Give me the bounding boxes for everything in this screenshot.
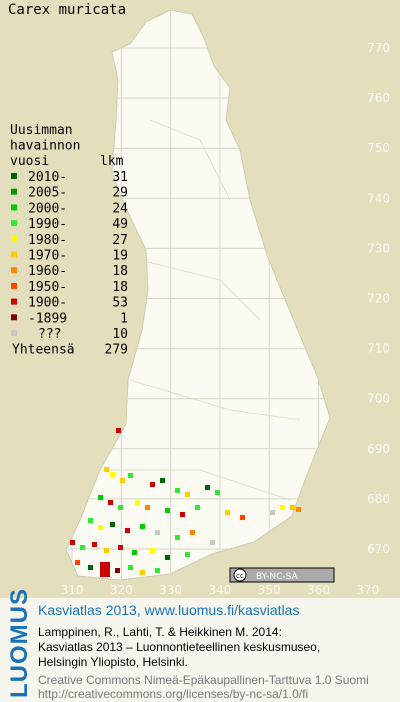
credit-line: Helsingin Yliopisto, Helsinki.	[38, 655, 188, 669]
license-line: Creative Commons Nimeä-Epäkaupallinen-Ta…	[38, 673, 369, 687]
legend-swatch	[11, 220, 17, 227]
easting-label: 360	[307, 583, 330, 597]
easting-label: 370	[356, 583, 379, 597]
northing-label: 680	[367, 492, 390, 506]
legend-label: ???	[38, 327, 61, 342]
borders	[100, 119, 301, 501]
logo: LUOMUS	[6, 588, 33, 698]
northing-label: 700	[367, 392, 390, 406]
northing-label: 720	[367, 292, 390, 306]
legend-heading: vuosi	[10, 154, 49, 169]
northing-label: 770	[367, 41, 390, 55]
legend-swatch	[11, 298, 17, 305]
legend-swatch	[11, 314, 17, 321]
legend-swatch	[11, 204, 17, 211]
legend-count: 29	[112, 186, 128, 201]
legend-count: 49	[112, 217, 128, 232]
legend-label: 2010-	[28, 170, 67, 185]
northing-label: 750	[367, 141, 390, 155]
legend-label: 1900-	[28, 296, 67, 311]
legend-count: 10	[112, 327, 128, 342]
easting-label: 350	[258, 583, 281, 597]
northing-label: 760	[367, 91, 390, 105]
legend-count: 24	[112, 201, 128, 216]
license-label: BY-NC-SA	[256, 572, 299, 582]
legend-total: 279	[105, 343, 128, 358]
easting-label: 310	[61, 583, 84, 597]
legend-total-label: Yhteensä	[12, 343, 75, 358]
easting-label: 340	[208, 583, 231, 597]
legend-swatch	[11, 188, 17, 195]
northing-label: 690	[367, 442, 390, 456]
legend-swatch	[11, 330, 17, 336]
legend-swatch	[11, 251, 17, 258]
legend-swatch	[11, 282, 17, 289]
northing-label: 730	[367, 241, 390, 255]
legend-count: 53	[112, 296, 128, 311]
legend-count: 19	[112, 249, 128, 264]
legend-label: 2005-	[28, 186, 67, 201]
credit-headline: Kasviatlas 2013, www.luomus.fi/kasviatla…	[38, 602, 300, 618]
credits: LUOMUS Kasviatlas 2013, www.luomus.fi/ka…	[0, 588, 400, 702]
northing-label: 670	[367, 542, 390, 556]
license-badge: cc BY-NC-SA	[229, 567, 335, 583]
credit-line: Kasviatlas 2013 – Luonnontieteellinen ke…	[38, 640, 321, 654]
northing-label: 710	[367, 342, 390, 356]
legend-label: -1899	[28, 311, 67, 326]
legend-count: 31	[112, 170, 128, 185]
legend-swatch	[11, 235, 17, 242]
legend-count: 27	[112, 233, 128, 248]
legend-heading: havainnon	[10, 139, 80, 154]
legend-label: 1950-	[28, 280, 67, 295]
legend-label: 2000-	[28, 201, 67, 216]
legend-swatch	[11, 173, 17, 179]
legend-count: 18	[112, 280, 128, 295]
northing-label: 740	[367, 191, 390, 205]
species-title: Carex muricata	[8, 2, 126, 18]
legend-label: 1990-	[28, 217, 67, 232]
easting-label: 330	[159, 583, 182, 597]
legend-heading: Uusimman	[10, 123, 73, 138]
svg-text:cc: cc	[236, 572, 244, 580]
legend-swatch	[11, 267, 17, 274]
license-line: http://creativecommons.org/licenses/by-n…	[38, 687, 309, 701]
axis-ticks: 770 760 750 740 730 720 710 700 690 680 670 310 320 3…	[61, 41, 390, 597]
occurrence-squares	[70, 428, 301, 577]
legend-count-heading: lkm	[100, 154, 124, 169]
legend-label: 1980-	[28, 233, 67, 248]
legend-label: 1960-	[28, 264, 67, 279]
legend-count: 1	[120, 311, 128, 326]
easting-label: 320	[110, 583, 133, 597]
legend-count: 18	[112, 264, 128, 279]
legend-label: 1970-	[28, 249, 67, 264]
credit-line: Lamppinen, R., Lahti, T. & Heikkinen M. …	[38, 625, 282, 639]
